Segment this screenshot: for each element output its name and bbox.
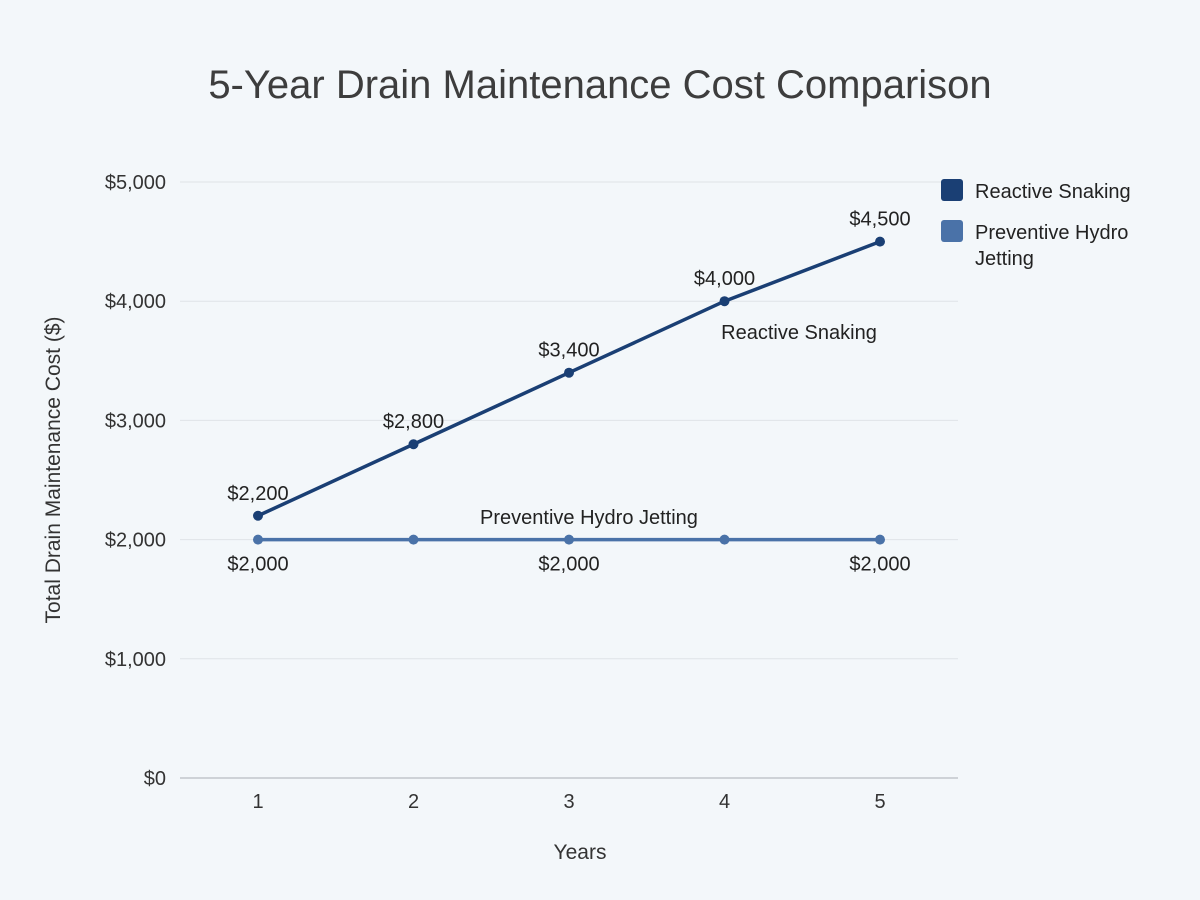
legend-swatch bbox=[941, 179, 963, 201]
x-tick-label: 1 bbox=[252, 791, 263, 813]
legend-label: Reactive Snaking bbox=[975, 181, 1131, 203]
y-tick-label: $4,000 bbox=[105, 291, 166, 313]
series-inline-label: Preventive Hydro Jetting bbox=[480, 507, 698, 529]
series-line-1 bbox=[256, 239, 882, 518]
legend-label: Preventive Hydro bbox=[975, 222, 1128, 244]
series-lines bbox=[253, 236, 885, 545]
data-point bbox=[564, 367, 574, 378]
data-point bbox=[875, 534, 885, 545]
series-inline-label: Reactive Snaking bbox=[721, 322, 877, 344]
y-tick-label: $3,000 bbox=[105, 410, 166, 432]
data-point bbox=[253, 534, 263, 545]
x-axis-title: Years bbox=[554, 841, 607, 864]
legend-swatch bbox=[941, 220, 963, 242]
y-tick-label: $0 bbox=[144, 768, 166, 790]
x-tick-label: 5 bbox=[874, 791, 885, 813]
x-tick-label: 4 bbox=[719, 791, 730, 813]
y-tick-label: $2,000 bbox=[105, 530, 166, 552]
axes: $0 $1,000 $2,000 $3,000 $4,000 $5,000 1 2 3 4 5 bbox=[105, 172, 886, 813]
data-label: $2,200 bbox=[227, 483, 288, 505]
data-label: $2,000 bbox=[227, 554, 288, 576]
data-point bbox=[564, 534, 574, 545]
chart-title: 5-Year Drain Maintenance Cost Comparison bbox=[208, 63, 991, 107]
y-tick-label: $1,000 bbox=[105, 649, 166, 671]
legend: Reactive Snaking Preventive Hydro Jetting bbox=[941, 179, 1131, 270]
x-tick-label: 2 bbox=[408, 791, 419, 813]
data-label: $2,000 bbox=[538, 554, 599, 576]
data-point bbox=[719, 534, 730, 545]
data-point bbox=[408, 534, 419, 545]
data-label: $2,000 bbox=[849, 554, 910, 576]
data-label: $3,400 bbox=[538, 340, 599, 362]
data-label: $4,000 bbox=[694, 268, 755, 290]
gridlines bbox=[180, 181, 958, 779]
legend-label: Jetting bbox=[975, 248, 1034, 270]
y-tick-label: $5,000 bbox=[105, 172, 166, 194]
data-label: $2,800 bbox=[383, 411, 444, 433]
data-point bbox=[253, 510, 263, 521]
data-labels: $2,200 $2,800 $3,400 $4,000 $4,500 $2,000 $2,0… bbox=[227, 209, 910, 576]
data-label: $4,500 bbox=[849, 209, 910, 231]
x-tick-label: 3 bbox=[563, 791, 574, 813]
data-point bbox=[875, 236, 885, 247]
data-point bbox=[719, 296, 730, 307]
data-point bbox=[408, 439, 419, 450]
y-axis-title: Total Drain Maintenance Cost ($) bbox=[42, 317, 65, 624]
